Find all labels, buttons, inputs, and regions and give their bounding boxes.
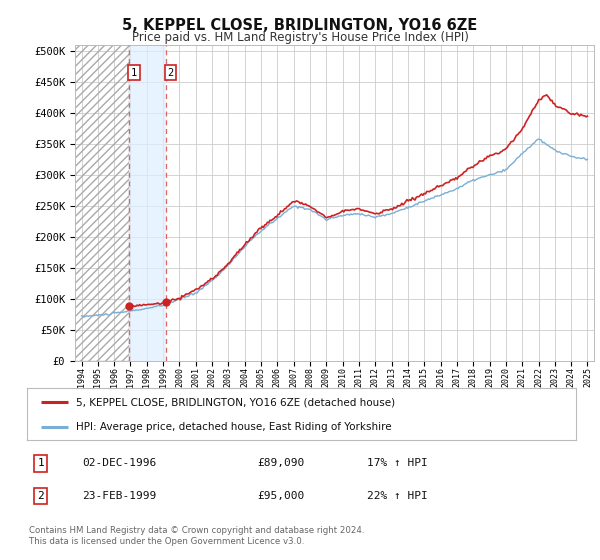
Text: 1: 1 [131, 68, 137, 78]
Text: 02-DEC-1996: 02-DEC-1996 [82, 459, 156, 468]
Text: 2: 2 [167, 68, 173, 78]
Text: £95,000: £95,000 [257, 491, 305, 501]
Text: 1: 1 [37, 459, 44, 468]
Text: Contains HM Land Registry data © Crown copyright and database right 2024.
This d: Contains HM Land Registry data © Crown c… [29, 526, 364, 546]
Text: £89,090: £89,090 [257, 459, 305, 468]
Text: 23-FEB-1999: 23-FEB-1999 [82, 491, 156, 501]
Text: 2: 2 [37, 491, 44, 501]
Text: 17% ↑ HPI: 17% ↑ HPI [367, 459, 428, 468]
Bar [75, 45, 129, 361]
Text: Price paid vs. HM Land Registry's House Price Index (HPI): Price paid vs. HM Land Registry's House … [131, 31, 469, 44]
Bar [129, 45, 166, 361]
Text: 5, KEPPEL CLOSE, BRIDLINGTON, YO16 6ZE: 5, KEPPEL CLOSE, BRIDLINGTON, YO16 6ZE [122, 18, 478, 33]
Text: HPI: Average price, detached house, East Riding of Yorkshire: HPI: Average price, detached house, East… [76, 422, 392, 432]
Text: 5, KEPPEL CLOSE, BRIDLINGTON, YO16 6ZE (detached house): 5, KEPPEL CLOSE, BRIDLINGTON, YO16 6ZE (… [76, 397, 395, 407]
Text: 22% ↑ HPI: 22% ↑ HPI [367, 491, 428, 501]
